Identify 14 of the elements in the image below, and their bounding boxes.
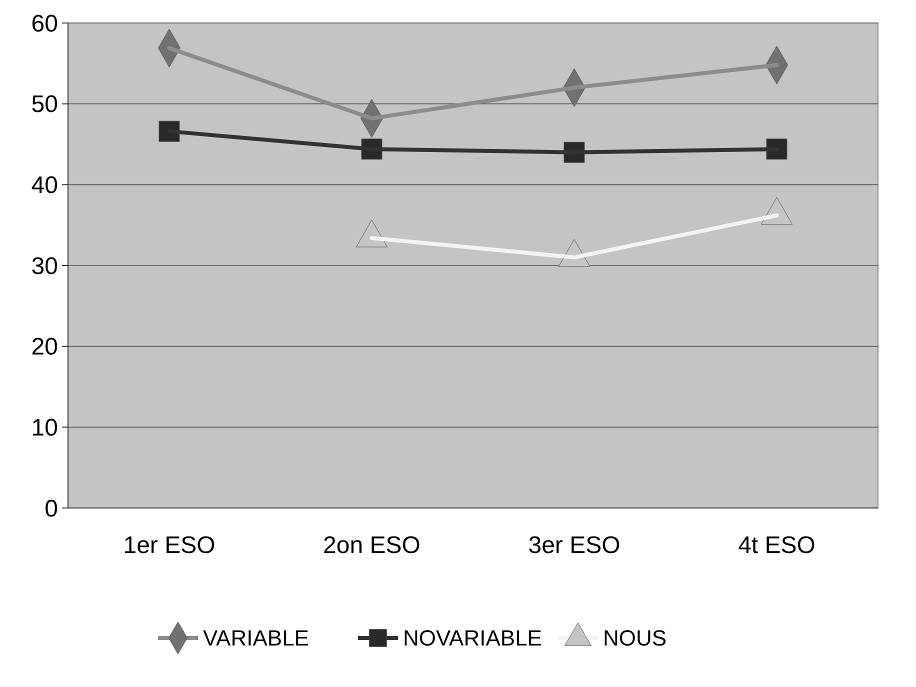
y-tick-label: 40 [31, 172, 58, 200]
y-tick-label: 60 [31, 10, 58, 38]
y-tick-label: 30 [31, 252, 58, 280]
y-tick-label: 10 [31, 414, 58, 442]
y-tick-label: 20 [31, 334, 58, 361]
x-tick-label: 1er ESO [123, 532, 216, 559]
y-tick-label: 50 [31, 91, 58, 118]
x-tick-label: 2on ESO [323, 532, 420, 559]
legend-label: NOVARIABLE [403, 626, 542, 651]
y-tick-label: 0 [44, 495, 58, 522]
x-tick-label: 4t ESO [738, 532, 816, 559]
x-tick-label: 3er ESO [528, 532, 620, 559]
legend-label: NOUS [603, 626, 667, 651]
legend-label: VARIABLE [203, 626, 309, 651]
